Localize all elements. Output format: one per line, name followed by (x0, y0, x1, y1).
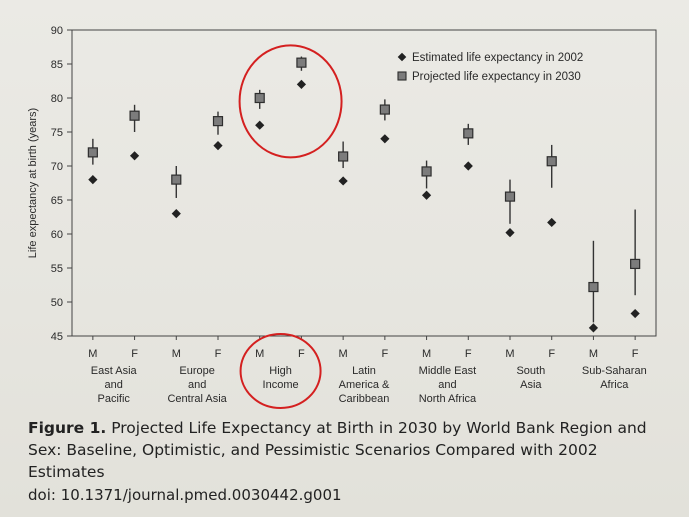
sex-label: M (172, 348, 181, 360)
estimated-2002-point (630, 308, 640, 319)
estimated-2002-point (88, 175, 98, 185)
estimated-2002-point (505, 228, 515, 238)
sex-label: F (215, 348, 222, 360)
legend-label: Projected life expectancy in 2030 (412, 71, 581, 83)
sex-label: F (298, 348, 305, 360)
estimated-2002-point (547, 217, 557, 228)
caption-text: Projected Life Expectancy at Birth in 20… (28, 419, 647, 481)
region-label: and (188, 379, 206, 391)
y-tick-label: 45 (51, 331, 63, 343)
y-tick-label: 75 (51, 127, 63, 139)
projected-2030-point (129, 110, 140, 121)
sex-label: M (422, 348, 431, 360)
legend-label: Estimated life expectancy in 2002 (412, 52, 583, 64)
estimated-2002-point (463, 161, 473, 171)
y-tick-label: 50 (51, 297, 63, 309)
sex-label: F (632, 348, 639, 360)
y-tick-label: 65 (51, 195, 63, 207)
estimated-2002-point (380, 134, 390, 144)
projected-2030-point (630, 258, 641, 270)
projected-2030-point (212, 116, 224, 127)
projected-2030-point (296, 57, 307, 68)
projected-2030-point (379, 104, 390, 115)
doi-text: doi: 10.1371/journal.pmed.0030442.g001 (28, 486, 342, 504)
chart-legend: Estimated life expectancy in 2002 Project… (397, 52, 583, 83)
y-tick-label: 70 (51, 161, 63, 173)
region-label: South (516, 365, 545, 377)
projected-2030-point (504, 191, 516, 202)
y-axis-label: Life expectancy at birth (years) (27, 108, 39, 258)
y-tick-label: 80 (51, 93, 63, 105)
projected-2030-point (546, 156, 557, 167)
highlight-annotations (238, 44, 343, 409)
sex-label: F (465, 348, 472, 360)
region-label: and (438, 379, 456, 391)
projected-2030-point (421, 166, 432, 177)
region-label: Asia (520, 379, 542, 391)
sex-label: M (589, 348, 598, 360)
estimated-2002-point (129, 151, 140, 161)
y-tick-label: 90 (51, 25, 63, 37)
region-label: and (105, 379, 123, 391)
region-label: North Africa (419, 393, 477, 405)
projected-2030-point (338, 151, 349, 162)
estimated-2002-point (338, 176, 348, 186)
y-tick-label: 55 (51, 263, 63, 275)
y-tick-label: 85 (51, 59, 63, 71)
projected-2030-point (463, 128, 474, 139)
highlight-circle-data (238, 44, 343, 159)
region-label: Caribbean (339, 393, 390, 405)
projected-2030-point (254, 92, 265, 104)
sex-label: M (88, 348, 97, 360)
sex-label: F (548, 348, 555, 360)
region-label: Africa (600, 379, 629, 391)
projected-2030-point (171, 174, 182, 185)
region-label: High (269, 365, 292, 377)
figure-label: Figure 1. (28, 419, 107, 437)
estimated-2002-point (255, 120, 265, 130)
legend-diamond-marker (397, 52, 407, 62)
region-label: Sub-Saharan (582, 365, 647, 377)
region-label: Income (263, 379, 299, 391)
region-label: East Asia (91, 365, 138, 377)
sex-label: M (255, 348, 264, 360)
projected-2030-point (588, 281, 599, 293)
highlight-circle-label (239, 333, 322, 409)
sex-label: F (131, 348, 138, 360)
region-label: Latin (352, 365, 376, 377)
estimated-2002-point (171, 209, 181, 219)
projected-2030-point (87, 147, 98, 158)
region-label: America & (339, 379, 390, 391)
life-expectancy-chart: 45 50 55 60 65 70 75 80 85 90 Life expectancy at b… (27, 25, 657, 409)
estimated-2002-point (421, 190, 432, 200)
chart-axes: 45 50 55 60 65 70 75 80 85 90 Life expectancy at b… (27, 25, 657, 405)
plot-frame (71, 29, 657, 337)
estimated-2002-point (213, 141, 223, 151)
y-tick-label: 60 (51, 229, 63, 241)
sex-label: F (381, 348, 388, 360)
estimated-2002-point (588, 323, 599, 333)
sex-label: M (339, 348, 348, 360)
estimated-2002-point (296, 79, 307, 89)
figure-caption: Figure 1. Projected Life Expectancy at B… (28, 417, 678, 483)
chart-marks (87, 56, 641, 333)
region-label: Europe (179, 365, 214, 377)
sex-label: M (505, 348, 514, 360)
region-label: Central Asia (167, 393, 227, 405)
legend-square-marker (397, 71, 407, 81)
region-label: Pacific (98, 393, 131, 405)
region-label: Middle East (419, 365, 476, 377)
